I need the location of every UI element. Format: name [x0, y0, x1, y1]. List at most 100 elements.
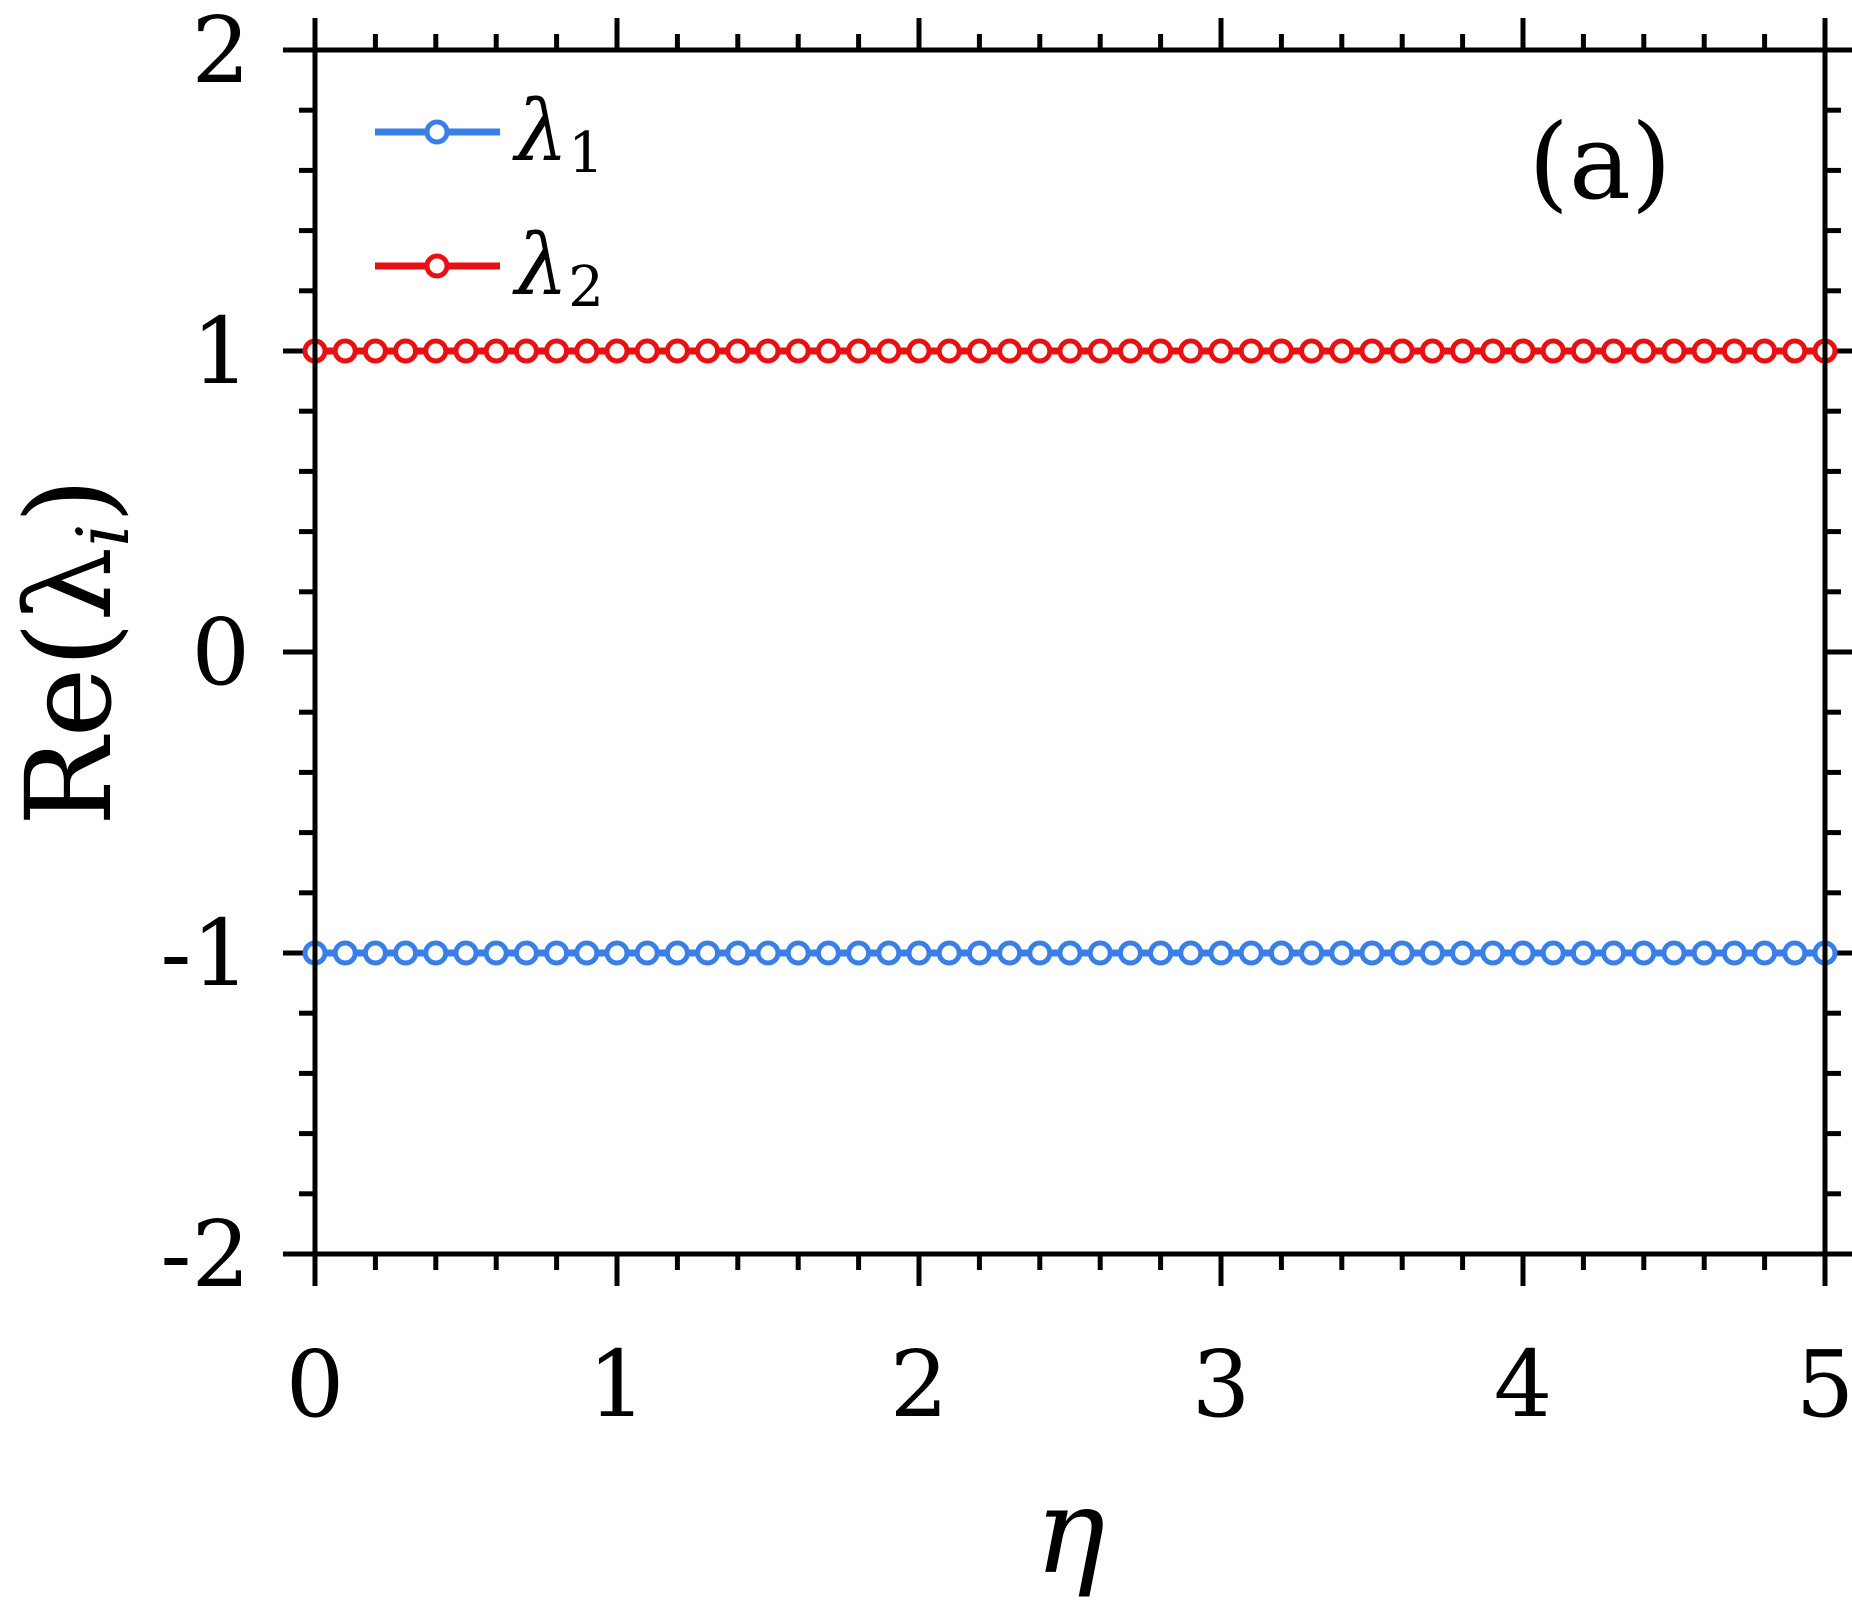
y-tick-label: 2	[191, 0, 250, 104]
series-2-point	[483, 338, 509, 364]
series-2-point	[755, 338, 781, 364]
series-2-point	[423, 338, 449, 364]
series-2-point	[544, 338, 570, 364]
y-axis-label-main: Re(λ	[0, 547, 138, 827]
series-1-point	[1782, 940, 1808, 966]
legend: λ1 λ2	[375, 82, 604, 320]
series-1-point	[936, 940, 962, 966]
series-2-point	[1540, 338, 1566, 364]
series-2-point	[966, 338, 992, 364]
series-1-point	[604, 940, 630, 966]
series-1-point	[393, 940, 419, 966]
series-1-point	[1057, 940, 1083, 966]
series-2-point	[1419, 338, 1445, 364]
series-2-point	[1299, 338, 1325, 364]
series-2-point	[513, 338, 539, 364]
series-2-point	[1570, 338, 1596, 364]
series-2-point	[604, 338, 630, 364]
series-1-point	[1329, 940, 1355, 966]
y-axis-label: Re(λi)	[0, 478, 145, 827]
x-tick-label: 4	[1494, 1331, 1553, 1438]
y-tick-label: -2	[160, 1201, 250, 1308]
panel-label: (a)	[1528, 101, 1671, 223]
series-1-point	[1299, 940, 1325, 966]
series-2-point	[1057, 338, 1083, 364]
x-tick-label: 1	[588, 1331, 647, 1438]
series-2-point	[1389, 338, 1415, 364]
series-1-point	[966, 940, 992, 966]
series-1-point	[1450, 940, 1476, 966]
series-2-point	[1601, 338, 1627, 364]
y-axis-label-close: )	[0, 478, 138, 524]
x-tick-label: 5	[1796, 1331, 1852, 1438]
series-2-point	[1691, 338, 1717, 364]
series-2-point	[362, 338, 388, 364]
series-1-point	[1510, 940, 1536, 966]
series-2-point	[846, 338, 872, 364]
series-1-point	[785, 940, 811, 966]
series-1-point	[1268, 940, 1294, 966]
legend-swatch-marker-1	[424, 119, 450, 145]
series-2-point	[1782, 338, 1808, 364]
series-1-point	[1480, 940, 1506, 966]
series-2-point	[1752, 338, 1778, 364]
series-1-point	[634, 940, 660, 966]
series-2-point	[634, 338, 660, 364]
series-1-point	[1419, 940, 1445, 966]
series-2-point	[815, 338, 841, 364]
series-1-point	[755, 940, 781, 966]
y-tick-label: 1	[191, 298, 250, 405]
series-1-point	[1661, 940, 1687, 966]
legend-item-series-1: λ1	[375, 82, 604, 186]
legend-label-1-main: λ	[512, 82, 568, 180]
series-1-point	[453, 940, 479, 966]
series-2-point	[936, 338, 962, 364]
series-2-point	[1661, 338, 1687, 364]
plot-frame	[312, 47, 1828, 1257]
series-2-point	[332, 338, 358, 364]
series-1-point	[1087, 940, 1113, 966]
series-1-point	[1570, 940, 1596, 966]
series-2-point	[997, 338, 1023, 364]
series-1-point	[997, 940, 1023, 966]
legend-label-2: λ2	[512, 216, 604, 320]
legend-label-2-main: λ	[512, 216, 568, 314]
series-2-point	[664, 338, 690, 364]
series-1-point	[1389, 940, 1415, 966]
series-2-point	[725, 338, 751, 364]
series-1-point	[1601, 940, 1627, 966]
series-2-point	[1238, 338, 1264, 364]
series-1-point	[1691, 940, 1717, 966]
legend-label-2-sub: 2	[568, 255, 604, 320]
series-2-point	[1268, 338, 1294, 364]
series-2-point	[1027, 338, 1053, 364]
legend-swatch-marker-2	[424, 253, 450, 279]
series-2-point	[1450, 338, 1476, 364]
y-tick-label: -1	[160, 900, 250, 1007]
legend-item-series-2: λ2	[375, 216, 604, 320]
series-2-point	[1329, 338, 1355, 364]
series-1-point	[1117, 940, 1143, 966]
series-1-point	[1148, 940, 1174, 966]
series-2-point	[1148, 338, 1174, 364]
series-2-point	[1178, 338, 1204, 364]
series-2-point	[574, 338, 600, 364]
y-tick-label: 0	[191, 599, 250, 706]
series-1-point	[695, 940, 721, 966]
series-2-point	[1359, 338, 1385, 364]
series-1-point	[725, 940, 751, 966]
series-2-point	[876, 338, 902, 364]
series-1-point	[423, 940, 449, 966]
series-1-point	[574, 940, 600, 966]
y-axis-label-sub: i	[61, 524, 145, 547]
series-1-point	[1208, 940, 1234, 966]
series-1-point	[362, 940, 388, 966]
series-1-point	[664, 940, 690, 966]
series-2-point	[1721, 338, 1747, 364]
series-1-point	[1540, 940, 1566, 966]
series-1-point	[876, 940, 902, 966]
tick-labels-layer: 0 1 2 3 4 5 -2 -1 0 1 2	[160, 0, 1852, 1438]
series-2-point	[1631, 338, 1657, 364]
legend-label-1: λ1	[512, 82, 604, 186]
